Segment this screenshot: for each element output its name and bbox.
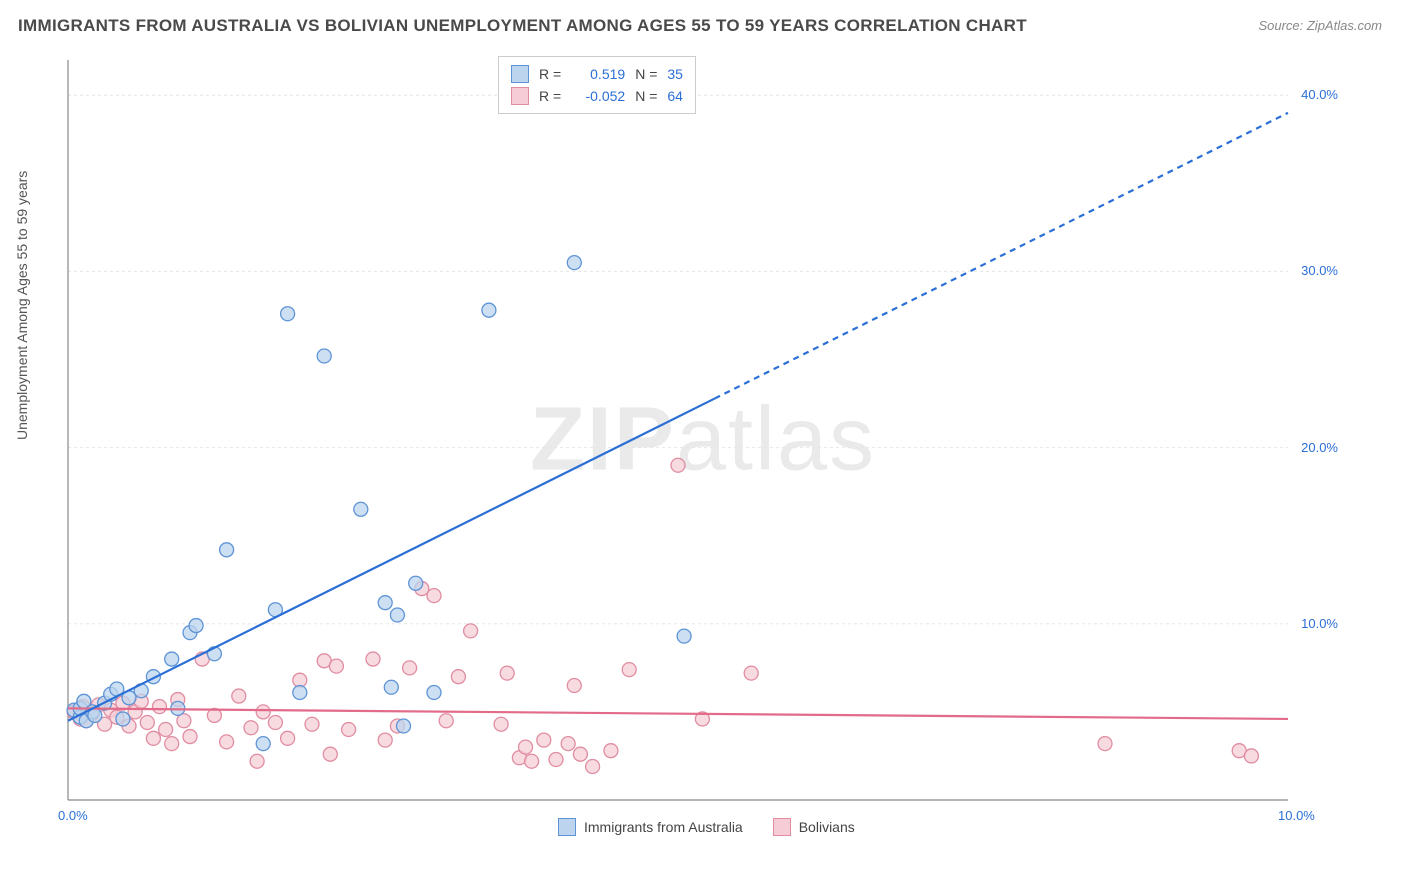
y-tick-label: 20.0% (1301, 440, 1338, 455)
x-tick-label: 10.0% (1278, 808, 1315, 823)
corr-legend-row-a: R = 0.519 N = 35 (511, 63, 683, 85)
y-tick-label: 40.0% (1301, 87, 1338, 102)
legend-label-a: Immigrants from Australia (584, 819, 743, 835)
x-tick-label: 0.0% (58, 808, 88, 823)
r-label: R = (539, 66, 561, 82)
r-value-a: 0.519 (571, 66, 625, 82)
corr-legend-row-b: R = -0.052 N = 64 (511, 85, 683, 107)
r-label: R = (539, 88, 561, 104)
y-tick-label: 10.0% (1301, 616, 1338, 631)
legend-item-b: Bolivians (773, 818, 855, 836)
plot-area: ZIPatlas R = 0.519 N = 35 R = -0.052 N =… (58, 50, 1348, 840)
source-attribution: Source: ZipAtlas.com (1258, 18, 1382, 33)
correlation-legend: R = 0.519 N = 35 R = -0.052 N = 64 (498, 56, 696, 114)
n-label: N = (635, 88, 657, 104)
swatch-series-b (511, 87, 529, 105)
r-value-b: -0.052 (571, 88, 625, 104)
chart-title: IMMIGRANTS FROM AUSTRALIA VS BOLIVIAN UN… (18, 16, 1027, 36)
n-value-a: 35 (667, 66, 683, 82)
swatch-series-b (773, 818, 791, 836)
chart-svg (58, 50, 1348, 840)
series-legend: Immigrants from Australia Bolivians (558, 818, 855, 836)
n-value-b: 64 (667, 88, 683, 104)
legend-label-b: Bolivians (799, 819, 855, 835)
y-axis-label: Unemployment Among Ages 55 to 59 years (14, 171, 30, 440)
legend-item-a: Immigrants from Australia (558, 818, 743, 836)
swatch-series-a (558, 818, 576, 836)
n-label: N = (635, 66, 657, 82)
swatch-series-a (511, 65, 529, 83)
y-tick-label: 30.0% (1301, 263, 1338, 278)
